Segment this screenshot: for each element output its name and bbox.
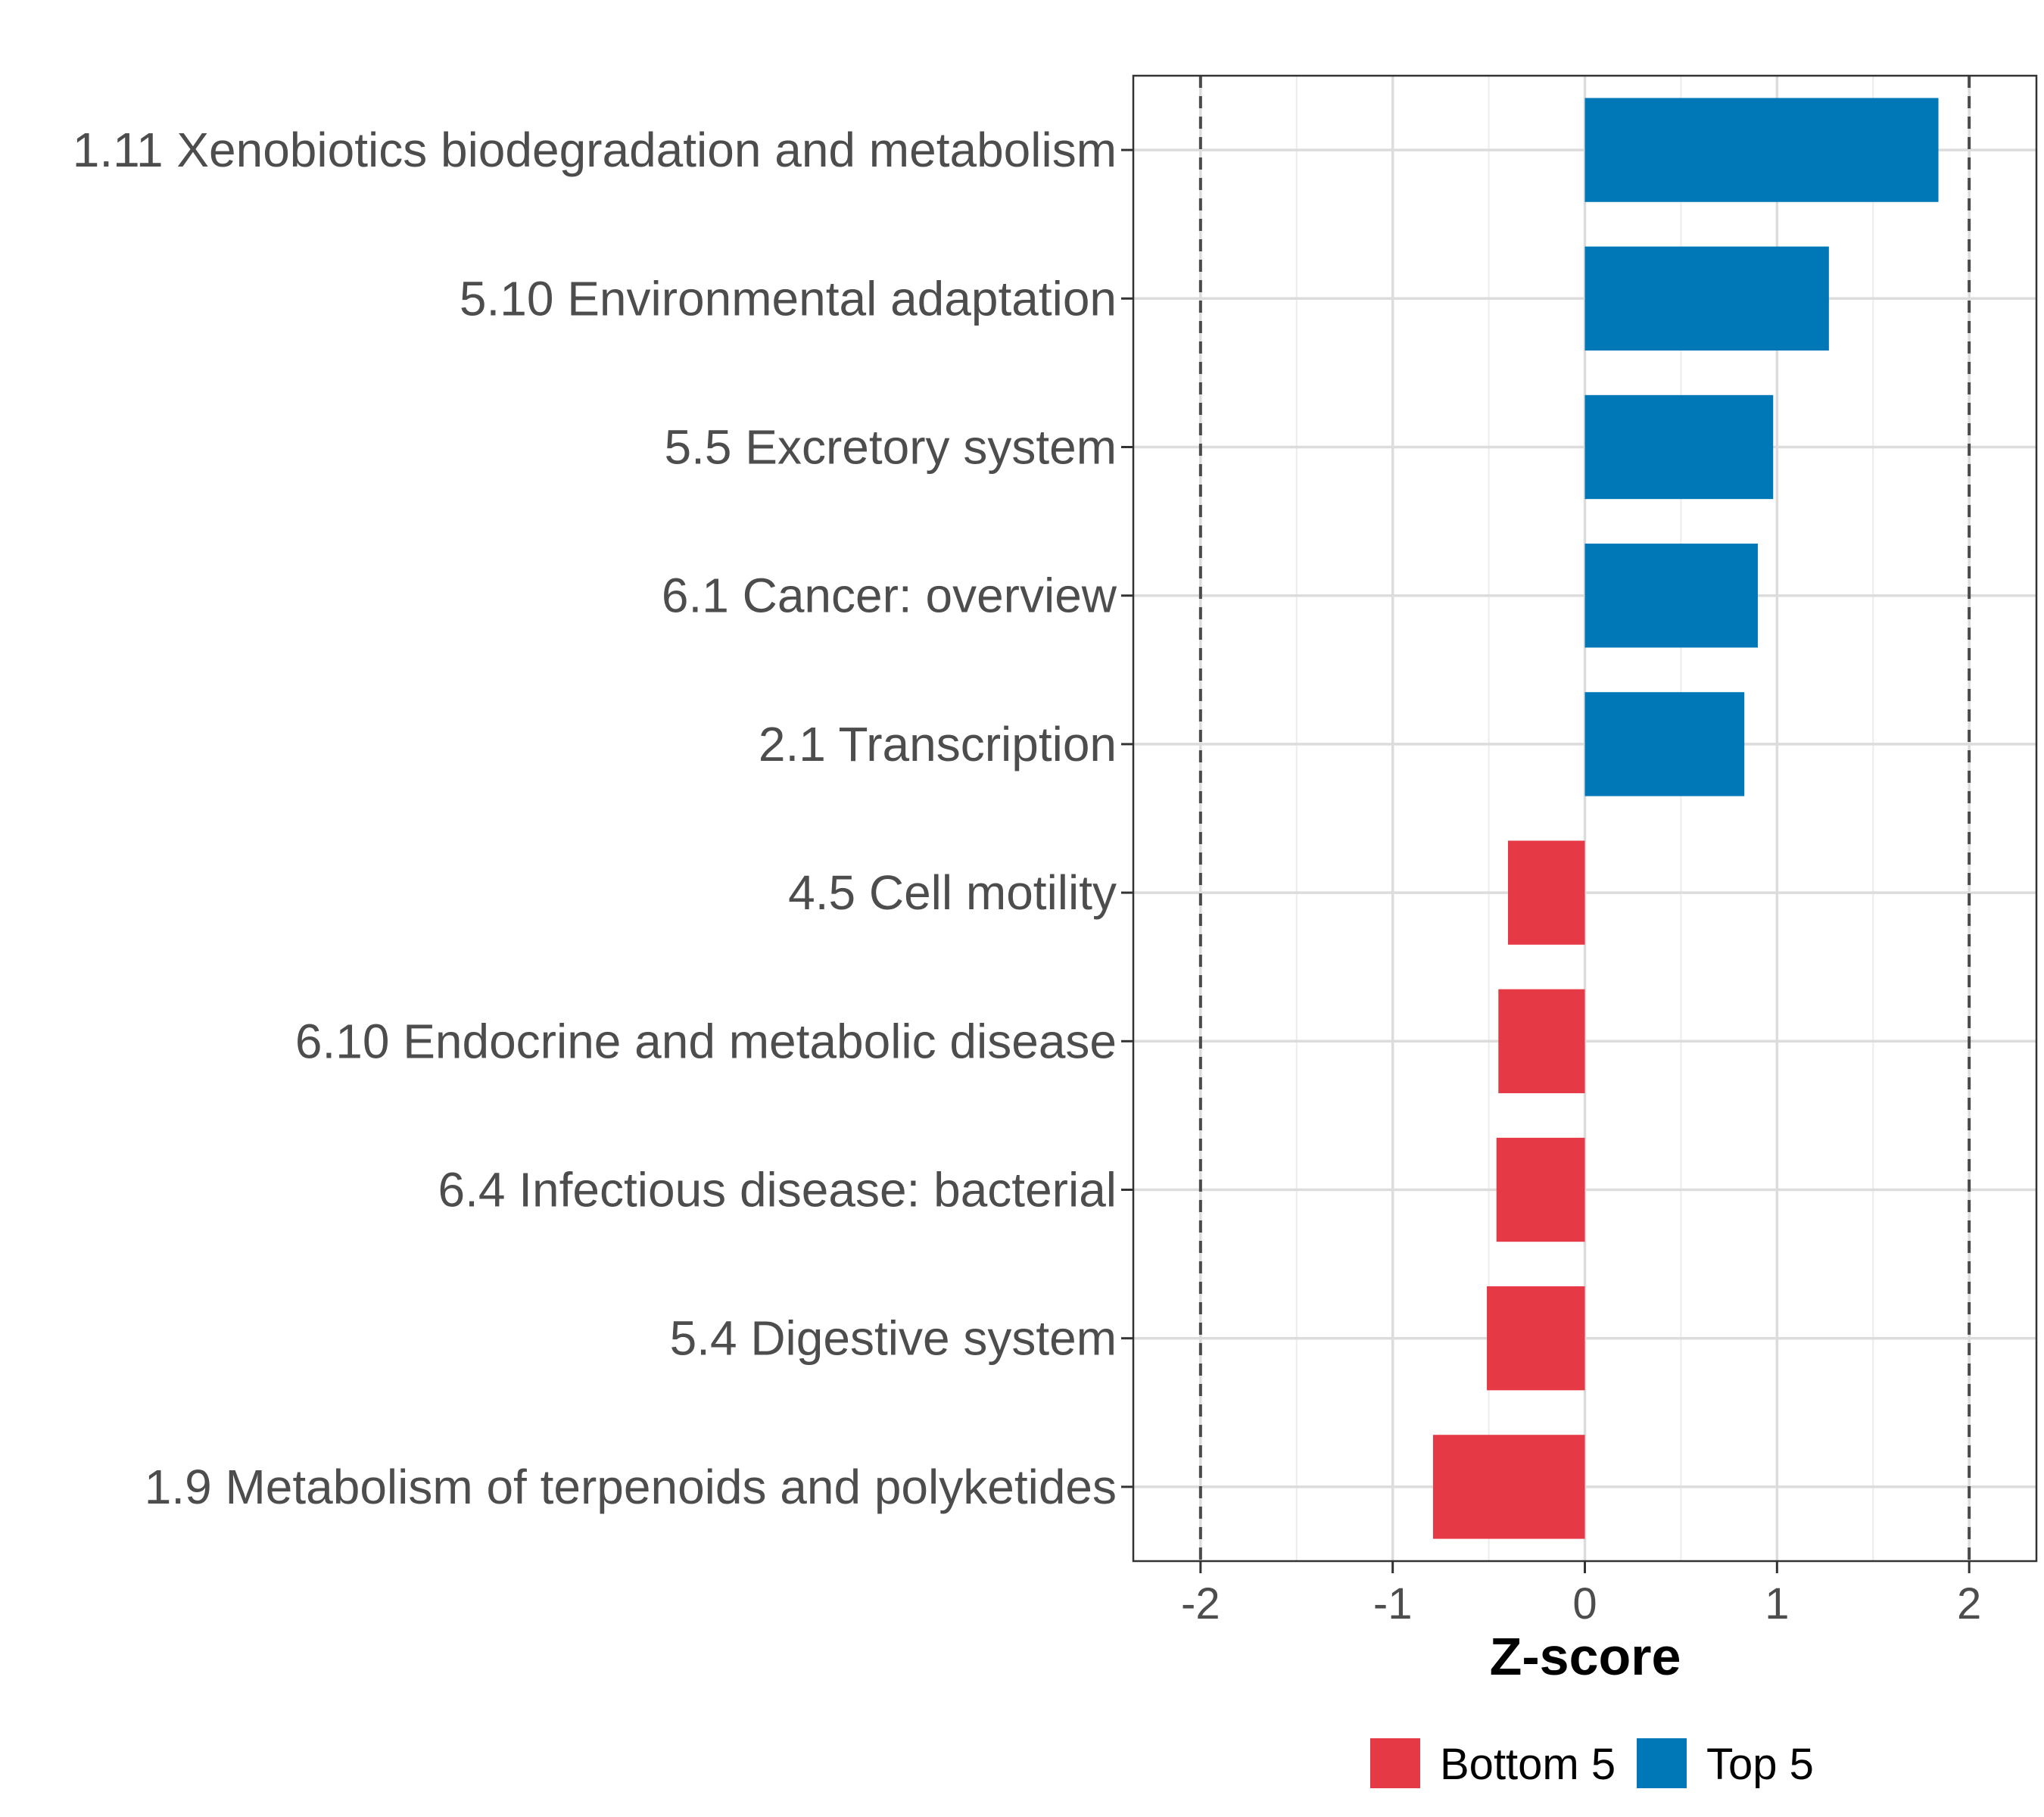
category-label: 1.9 Metabolism of terpenoids and polyket… — [145, 1460, 1117, 1514]
legend-swatch — [1370, 1738, 1420, 1788]
bar — [1498, 989, 1585, 1093]
bar — [1432, 1435, 1585, 1539]
bar — [1584, 692, 1745, 796]
legend-label: Top 5 — [1706, 1740, 1814, 1789]
legend-label: Bottom 5 — [1440, 1740, 1616, 1789]
category-label: 5.10 Environmental adaptation — [460, 271, 1117, 326]
category-label: 1.11 Xenobiotics biodegradation and meta… — [73, 123, 1117, 177]
x-tick-label: -1 — [1373, 1579, 1413, 1628]
category-label: 5.5 Excretory system — [665, 420, 1117, 475]
bar — [1584, 394, 1774, 500]
legend: Bottom 5 Top 5 — [1370, 1738, 1814, 1789]
bar — [1584, 544, 1758, 648]
x-axis: -2 -1 0 1 2 — [1181, 1561, 1981, 1628]
reference-lines — [1198, 76, 1971, 1561]
bar — [1507, 840, 1585, 945]
x-tick-label: 1 — [1765, 1579, 1789, 1628]
y-axis: 1.11 Xenobiotics biodegradation and meta… — [73, 123, 1133, 1514]
x-axis-title: Z-score — [1490, 1627, 1681, 1686]
category-label: 6.4 Infectious disease: bacterial — [438, 1163, 1117, 1217]
bar — [1496, 1137, 1585, 1242]
category-label: 4.5 Cell motility — [788, 865, 1117, 920]
category-label: 5.4 Digestive system — [670, 1311, 1117, 1366]
bar — [1584, 98, 1939, 202]
legend-swatch — [1637, 1738, 1687, 1788]
category-label: 2.1 Transcription — [759, 717, 1117, 771]
bar — [1487, 1286, 1585, 1391]
bar — [1584, 246, 1829, 351]
x-tick-label: 0 — [1572, 1579, 1597, 1628]
x-tick-label: 2 — [1957, 1579, 1981, 1628]
category-label: 6.10 Endocrine and metabolic disease — [295, 1014, 1117, 1068]
bars — [1432, 98, 1939, 1539]
x-tick-label: -2 — [1181, 1579, 1220, 1628]
category-label: 6.1 Cancer: overview — [662, 569, 1117, 623]
